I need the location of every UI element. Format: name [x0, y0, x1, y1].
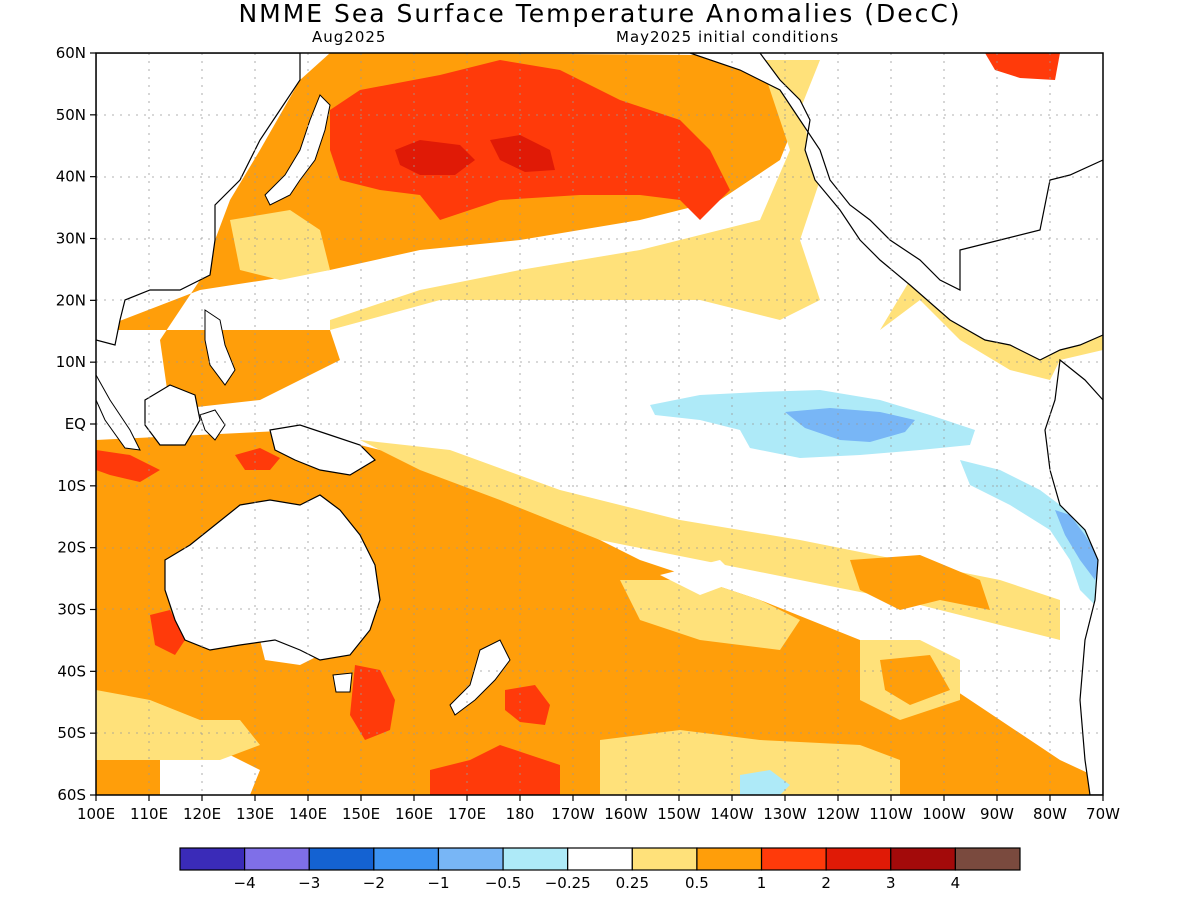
colorbar-swatch — [760, 847, 827, 871]
sulawesi-land — [199, 409, 226, 441]
lon-label-140w: 140W — [710, 805, 754, 823]
southern-ocean-red-region — [430, 745, 560, 795]
new-guinea-red-patch — [235, 448, 280, 470]
indonesia-red-patch — [96, 450, 160, 482]
colorbar-swatch — [373, 847, 440, 871]
lat-label-10n: 10N — [56, 353, 86, 371]
south-pacific-white-patch — [660, 560, 740, 595]
colorbar-label: 2 — [821, 874, 831, 892]
lon-label-110e: 110E — [130, 805, 168, 823]
southeast-pacific-orange-patch — [880, 655, 950, 705]
lon-label-70w: 70W — [1086, 805, 1120, 823]
lon-label-130w: 130W — [763, 805, 807, 823]
colorbar-label: −1 — [427, 874, 449, 892]
lon-label-120e: 120E — [183, 805, 221, 823]
colorbar-swatch — [954, 847, 1021, 871]
colorbar-swatch — [502, 847, 569, 871]
lon-label-130e: 130E — [236, 805, 274, 823]
lon-label-160e: 160E — [395, 805, 433, 823]
borneo-land — [144, 384, 201, 446]
lat-label-eq: EQ — [65, 415, 86, 433]
lon-label-180: 180 — [506, 805, 535, 823]
north-america-land — [689, 53, 1103, 361]
colorbar-label: −0.25 — [545, 874, 591, 892]
lon-label-140e: 140E — [289, 805, 327, 823]
colorbar-label: 1 — [757, 874, 767, 892]
alaska-red-patch — [985, 53, 1060, 80]
lon-label-160w: 160W — [604, 805, 648, 823]
initial-conditions-label: May2025 initial conditions — [616, 28, 840, 46]
colorbar-label: −2 — [363, 874, 385, 892]
lon-label-170e: 170E — [448, 805, 486, 823]
colorbar-label: −0.5 — [485, 874, 521, 892]
lat-label-50s: 50S — [57, 724, 86, 742]
anomaly-field — [96, 53, 1103, 795]
lat-label-30n: 30N — [56, 230, 86, 248]
colorbar-label: 0.25 — [616, 874, 649, 892]
lat-label-10s: 10S — [57, 477, 86, 495]
lat-label-40n: 40N — [56, 168, 86, 186]
colorbar-swatch — [567, 847, 633, 871]
lat-label-20s: 20S — [57, 539, 86, 557]
tropical-light-orange-region — [330, 60, 820, 330]
southern-light-orange-band — [600, 730, 900, 795]
colorbar-swatch — [890, 847, 956, 871]
west-australia-red-patch — [150, 610, 185, 655]
colorbar-swatch — [825, 847, 892, 871]
philippines-land — [204, 309, 236, 386]
colorbar-label: −4 — [234, 874, 256, 892]
north-pacific-dark-red-core-2 — [490, 135, 555, 172]
lon-label-110w: 110W — [869, 805, 913, 823]
new-guinea-land — [269, 424, 376, 476]
colorbar-swatch — [244, 847, 310, 871]
lon-label-150e: 150E — [342, 805, 380, 823]
lat-label-60n: 60N — [56, 44, 86, 62]
longitude-axis: 100E 110E 120E 130E 140E 150E 160E 170E 180 170W 1… — [77, 795, 1120, 823]
japan-land — [264, 94, 331, 206]
lat-label-30s: 30S — [57, 601, 86, 619]
colorbar-label: −3 — [298, 874, 320, 892]
colorbar-label: 4 — [951, 874, 961, 892]
south-pacific-light-orange-patch — [620, 580, 800, 650]
colorbar-swatch — [437, 847, 504, 871]
southern-light-orange-patch — [96, 690, 260, 760]
tasman-red-region — [350, 665, 395, 740]
colorbar-swatch — [631, 847, 698, 871]
lat-label-60s: 60S — [57, 786, 86, 804]
lon-label-150w: 150W — [657, 805, 701, 823]
latitude-axis: 60N 50N 40N 30N 20N 10N EQ 10S 20S 30S 40S 50S 60S — [56, 44, 96, 804]
peru-coast-light-blue-region — [960, 460, 1100, 605]
colorbar-label: 3 — [886, 874, 896, 892]
east-equatorial-mid-blue-core — [785, 408, 915, 442]
colorbar-swatch — [696, 847, 763, 871]
southern-ocean-light-blue-patch — [740, 770, 790, 795]
south-america-land — [1044, 358, 1103, 795]
north-pacific-dark-red-core — [395, 140, 475, 175]
lon-label-170w: 170W — [551, 805, 595, 823]
east-pacific-orange-patch — [850, 555, 990, 610]
tasmania-land — [332, 672, 353, 693]
lon-label-90w: 90W — [980, 805, 1014, 823]
colorbar-swatch — [308, 847, 375, 871]
colorbar-swatch — [179, 847, 246, 871]
colorbar: −4 −3 −2 −1 −0.5 −0.25 0.25 0.5 1 2 3 4 — [179, 847, 1021, 892]
colorbar-label: 0.5 — [685, 874, 709, 892]
target-month-label: Aug2025 — [312, 28, 387, 46]
south-pacific-red-patch — [505, 685, 550, 725]
lat-label-40s: 40S — [57, 662, 86, 680]
lon-label-120w: 120W — [816, 805, 860, 823]
lon-label-80w: 80W — [1033, 805, 1067, 823]
peru-coast-mid-blue — [1055, 510, 1100, 580]
lon-label-100w: 100W — [922, 805, 966, 823]
map-title: NMME Sea Surface Temperature Anomalies (… — [238, 0, 962, 28]
lat-label-50n: 50N — [56, 106, 86, 124]
southern-white-patch — [160, 750, 260, 795]
lon-label-100e: 100E — [77, 805, 115, 823]
asia-land — [96, 53, 301, 346]
new-zealand-land — [449, 639, 511, 716]
sumatra-land — [96, 373, 141, 451]
lat-label-20n: 20N — [56, 291, 86, 309]
